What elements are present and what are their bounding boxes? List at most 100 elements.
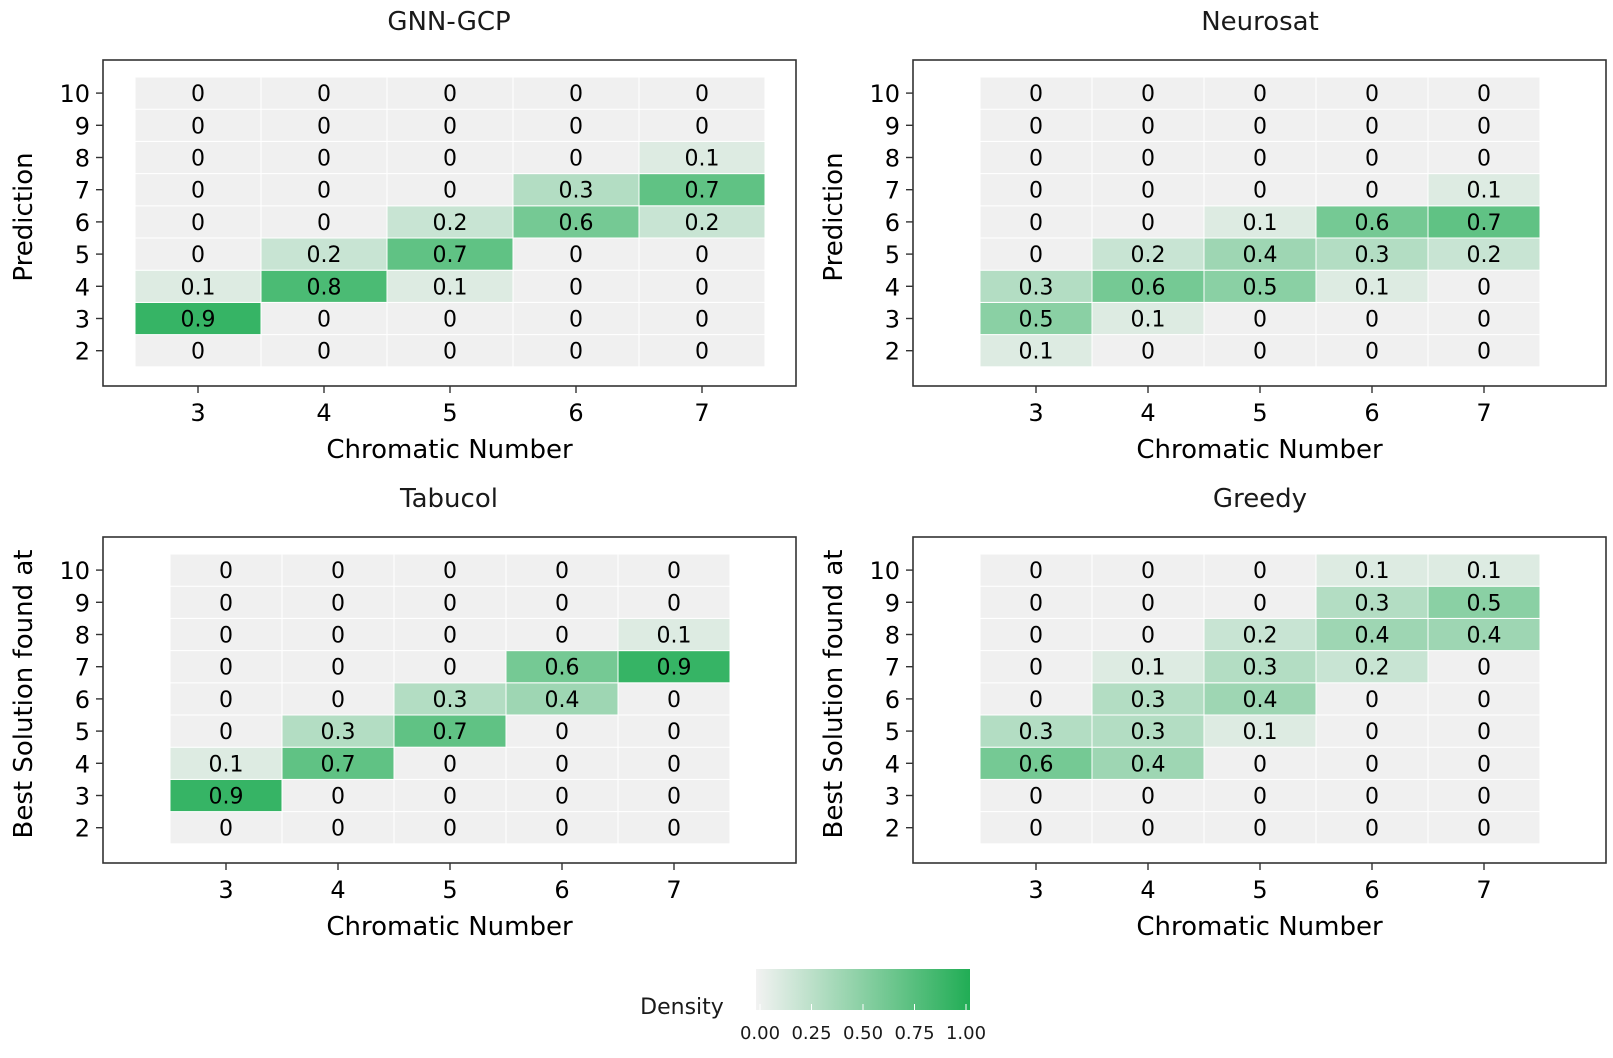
cell-value-label: 0.5 bbox=[1243, 275, 1278, 300]
cell-value-label: 0 bbox=[1253, 179, 1267, 204]
heatmap-cell bbox=[979, 269, 1093, 303]
panel-title: Greedy bbox=[1213, 484, 1307, 514]
panel-title: GNN-GCP bbox=[387, 7, 510, 37]
panels: GNN-GCP 0 0 0 0 0 0.9 0 0 0 0 0.1 0.8 0.1 0 0 0 0.2 0.7 0 0 0… bbox=[9, 7, 1607, 942]
cell-value-label: 0 bbox=[1477, 785, 1491, 810]
cell-value-label: 0.2 bbox=[1243, 624, 1278, 649]
cell-value-label: 0 bbox=[219, 559, 233, 584]
cell-value-label: 0 bbox=[667, 720, 681, 745]
heatmap-cell bbox=[169, 585, 283, 619]
cell-value-label: 0 bbox=[443, 340, 457, 365]
y-tick-label: 3 bbox=[885, 783, 900, 811]
heatmap-cell bbox=[979, 682, 1093, 716]
cell-value-label: 0 bbox=[667, 591, 681, 616]
x-tick-label: 6 bbox=[1364, 399, 1379, 427]
cell-value-label: 0 bbox=[1141, 114, 1155, 139]
legend-colorbar bbox=[756, 969, 970, 1010]
y-tick-label: 9 bbox=[75, 112, 90, 140]
cell-value-label: 0 bbox=[1477, 82, 1491, 107]
cell-value-label: 0 bbox=[569, 308, 583, 333]
heatmap-cell bbox=[979, 617, 1093, 652]
cell-value-label: 0.6 bbox=[1355, 211, 1390, 236]
heatmap-cell bbox=[1091, 269, 1205, 303]
cell-value-label: 0 bbox=[1029, 82, 1043, 107]
x-tick-label: 4 bbox=[316, 399, 331, 427]
heatmap-cell bbox=[1427, 173, 1541, 207]
cell-value-label: 0.5 bbox=[1019, 308, 1054, 333]
heatmap-cell bbox=[1091, 585, 1205, 619]
heatmap-cell bbox=[1315, 108, 1429, 142]
cell-value-label: 0.9 bbox=[209, 785, 244, 810]
heatmap-cell bbox=[979, 811, 1093, 845]
x-axis-title: Chromatic Number bbox=[326, 912, 573, 942]
cell-value-label: 0 bbox=[1253, 752, 1267, 777]
cell-value-label: 0.3 bbox=[1243, 656, 1278, 681]
heatmap-cell bbox=[617, 714, 731, 748]
cell-value-label: 0 bbox=[191, 82, 205, 107]
heatmap-cell bbox=[638, 301, 766, 336]
cell-value-label: 0 bbox=[443, 179, 457, 204]
cell-value-label: 0.2 bbox=[307, 243, 342, 268]
y-tick-label: 2 bbox=[885, 815, 900, 843]
x-tick-label: 4 bbox=[1140, 876, 1155, 904]
cell-value-label: 0.6 bbox=[1019, 752, 1054, 777]
y-tick-label: 3 bbox=[75, 783, 90, 811]
cell-value-label: 0 bbox=[443, 817, 457, 842]
cell-value-label: 0 bbox=[1477, 308, 1491, 333]
x-tick-label: 5 bbox=[442, 876, 457, 904]
cell-value-label: 0 bbox=[1477, 275, 1491, 300]
heatmap-cell bbox=[638, 76, 766, 110]
x-tick-label: 7 bbox=[1476, 876, 1491, 904]
cell-value-label: 0 bbox=[1253, 559, 1267, 584]
heatmap-cell bbox=[281, 682, 395, 716]
cell-value-label: 0.4 bbox=[1467, 624, 1502, 649]
cell-value-label: 0 bbox=[695, 243, 709, 268]
y-tick-label: 9 bbox=[75, 589, 90, 617]
y-tick-label: 7 bbox=[885, 654, 900, 682]
cell-value-label: 0.7 bbox=[433, 243, 468, 268]
cell-value-label: 0 bbox=[219, 591, 233, 616]
heatmap-cell bbox=[1091, 811, 1205, 845]
heatmap-cell bbox=[979, 553, 1093, 587]
cell-value-label: 0 bbox=[1477, 720, 1491, 745]
cell-value-label: 0 bbox=[191, 147, 205, 172]
cell-value-label: 0.9 bbox=[181, 308, 216, 333]
heatmap-cell bbox=[505, 811, 619, 845]
heatmap-cell bbox=[169, 553, 283, 587]
y-tick-label: 5 bbox=[885, 718, 900, 746]
cell-value-label: 0 bbox=[1253, 147, 1267, 172]
cell-value-label: 0.4 bbox=[1355, 624, 1390, 649]
cell-value-label: 0.7 bbox=[1467, 211, 1502, 236]
heatmap-cell bbox=[979, 76, 1093, 110]
cell-value-label: 0 bbox=[1477, 656, 1491, 681]
cell-value-label: 0 bbox=[1029, 559, 1043, 584]
cell-value-label: 0.1 bbox=[1467, 559, 1502, 584]
cell-value-label: 0.6 bbox=[545, 656, 580, 681]
cell-value-label: 0.3 bbox=[1131, 688, 1166, 713]
y-tick-label: 4 bbox=[885, 273, 900, 301]
heatmap-cell bbox=[1091, 778, 1205, 813]
heatmap-cell bbox=[169, 714, 283, 748]
heatmap-cell bbox=[617, 778, 731, 813]
cell-value-label: 0 bbox=[219, 656, 233, 681]
heatmap-cell bbox=[169, 778, 283, 813]
heatmap-cell bbox=[386, 237, 514, 271]
cell-value-label: 0.3 bbox=[1019, 720, 1054, 745]
cell-value-label: 0 bbox=[331, 559, 345, 584]
cell-value-label: 0 bbox=[695, 82, 709, 107]
cell-value-label: 0.9 bbox=[657, 656, 692, 681]
cell-value-label: 0 bbox=[1029, 211, 1043, 236]
heatmap-cell bbox=[979, 746, 1093, 780]
cell-value-label: 0 bbox=[569, 147, 583, 172]
heatmap-cell bbox=[617, 746, 731, 780]
heatmap-cell bbox=[281, 714, 395, 748]
cell-value-label: 0 bbox=[569, 243, 583, 268]
cell-value-label: 0.3 bbox=[1355, 243, 1390, 268]
heatmap-cell bbox=[1427, 334, 1541, 368]
heatmap-panel-2: Neurosat 0.1 0 0 0 0 0.5 0.1 0 0 0 0.3 0.6 0.5 0.1 0 0 0.… bbox=[819, 7, 1607, 465]
heatmap-cell bbox=[1427, 714, 1541, 748]
heatmap-cell bbox=[1427, 746, 1541, 780]
x-tick-label: 5 bbox=[1252, 399, 1267, 427]
cell-value-label: 0.2 bbox=[1355, 656, 1390, 681]
heatmap-cell bbox=[617, 585, 731, 619]
